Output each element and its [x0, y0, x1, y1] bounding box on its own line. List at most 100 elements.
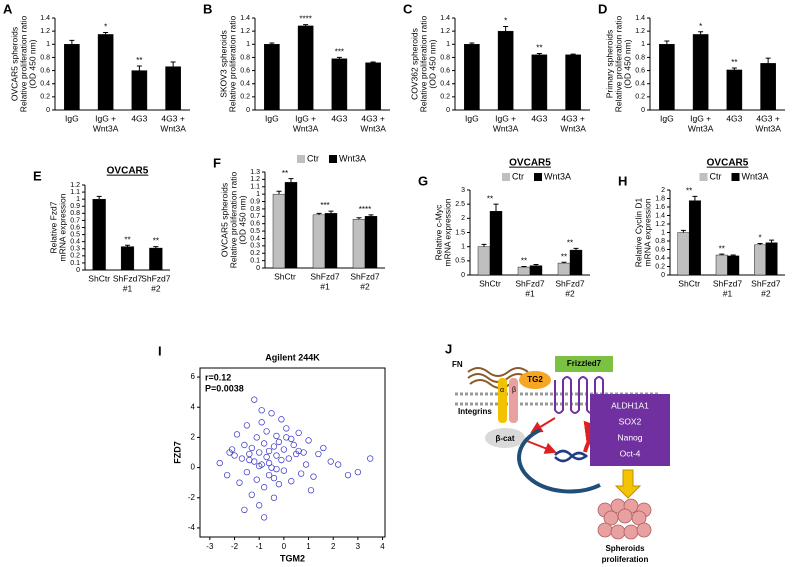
panel-letter: H: [618, 173, 627, 188]
panel-letter: G: [418, 173, 428, 188]
point: [273, 452, 280, 459]
y-tick-label: 0.6: [655, 246, 665, 253]
y-tick-label: 1: [76, 196, 80, 203]
x-tick-label: 4G3 +: [561, 113, 584, 123]
x-tick-label: 4G3: [131, 113, 147, 123]
point: [243, 422, 251, 429]
x-tick-label: IgG: [65, 113, 79, 123]
error-bar: [521, 266, 527, 268]
point: [283, 425, 290, 432]
legend-label: Wnt3A: [339, 153, 366, 163]
arrow: [526, 440, 557, 454]
y-tick-label: 2: [661, 187, 665, 194]
y-tick-label: 0.3: [250, 243, 260, 250]
point: [233, 431, 241, 438]
y-tick-label: 1.4: [440, 15, 450, 22]
y-axis-label: Relative proliferation ratio: [227, 16, 237, 113]
x-tick-label: Wnt3A: [493, 123, 519, 133]
point: [265, 459, 273, 467]
x-axis-label: TGM2: [280, 553, 305, 563]
point: [288, 435, 295, 443]
point: [260, 514, 268, 521]
x-tick-label: Wnt3A: [360, 123, 386, 133]
legend-swatch: [329, 155, 337, 163]
significance: *: [699, 22, 702, 31]
y-axis-label: mRNA expression: [57, 193, 67, 261]
y-tick-label: 0: [461, 272, 465, 279]
legend-swatch: [534, 173, 542, 181]
y-axis-label: Relative c-Myc: [433, 204, 443, 260]
significance: **: [153, 237, 159, 246]
point: [280, 446, 288, 453]
error-bar: [731, 67, 737, 70]
y-tick-label: 1.2: [250, 176, 260, 183]
nucleus: [517, 428, 601, 494]
x-tick-label: Wnt3A: [93, 123, 119, 133]
x-tick-label: #2: [360, 281, 370, 291]
label: TG2: [527, 375, 543, 384]
y-tick-label: 0: [191, 463, 196, 472]
point: [236, 479, 243, 486]
panel-letter: F: [213, 155, 221, 170]
y-axis-label: Relative proliferation ratio: [18, 16, 28, 113]
error-bar: [276, 190, 282, 195]
y-tick-label: 2: [191, 433, 196, 442]
gene: Nanog: [617, 432, 642, 442]
y-tick-label: 0.4: [440, 81, 450, 88]
x-tick-label: Wnt3A: [560, 123, 586, 133]
x-tick-label: 0: [282, 542, 287, 551]
error-bar: [692, 195, 698, 201]
y-tick-label: 0.6: [440, 67, 450, 74]
panel-letter: C: [403, 1, 413, 16]
point: [275, 438, 283, 446]
point: [295, 429, 302, 437]
bar: [297, 25, 314, 111]
x-tick-label: 4G3: [726, 113, 742, 123]
y-tick-label: 1.2: [635, 28, 645, 35]
y-tick-label: 6: [191, 372, 196, 381]
x-tick-label: ShCtr: [479, 278, 501, 288]
significance: **: [567, 238, 573, 247]
bar: [364, 216, 378, 269]
x-tick-label: ShFzd7: [310, 271, 340, 281]
y-tick-label: 1.4: [240, 15, 250, 22]
y-tick-label: 0.3: [70, 246, 80, 253]
label: Spheroids: [605, 544, 645, 553]
bar: [715, 254, 728, 276]
point: [290, 441, 297, 449]
y-tick-label: 1.5: [455, 229, 465, 236]
y-axis-label: Relative Cyclin D1: [633, 198, 643, 268]
x-tick-label: IgG +: [295, 113, 316, 123]
legend-swatch: [502, 173, 510, 181]
bar: [264, 44, 280, 111]
error-bar: [730, 254, 736, 256]
y-tick-label: -4: [188, 523, 196, 532]
x-tick-label: ShFzd7: [113, 273, 143, 283]
x-tick-label: Wnt3A: [755, 123, 781, 133]
error-bar: [336, 56, 342, 59]
y-axis-label: (OD 450 nm): [622, 39, 632, 88]
x-tick-label: Wnt3A: [688, 123, 714, 133]
legend-label: Ctr: [307, 153, 319, 163]
y-tick-label: 0.6: [240, 67, 250, 74]
y-tick-label: 0.4: [240, 81, 250, 88]
x-tick-label: 4: [380, 542, 385, 551]
y-axis-label: (OD 450 nm): [27, 39, 37, 88]
x-tick-label: #1: [723, 288, 733, 298]
y-tick-label: 0: [46, 107, 50, 114]
bar: [692, 34, 709, 111]
error-bar: [328, 210, 334, 214]
error-bar: [765, 57, 771, 64]
point: [270, 443, 278, 450]
significance: ***: [335, 48, 344, 57]
point: [275, 481, 283, 488]
bar: [765, 242, 778, 276]
x-tick-label: #1: [525, 288, 535, 298]
chart-title: Agilent 244K: [265, 352, 320, 362]
y-tick-label: 0.2: [440, 94, 450, 101]
gene: ALDH1A1: [611, 400, 649, 410]
spheroids: [597, 498, 652, 540]
point: [344, 471, 352, 479]
panel-letter: J: [445, 341, 452, 356]
bar: [477, 246, 491, 276]
